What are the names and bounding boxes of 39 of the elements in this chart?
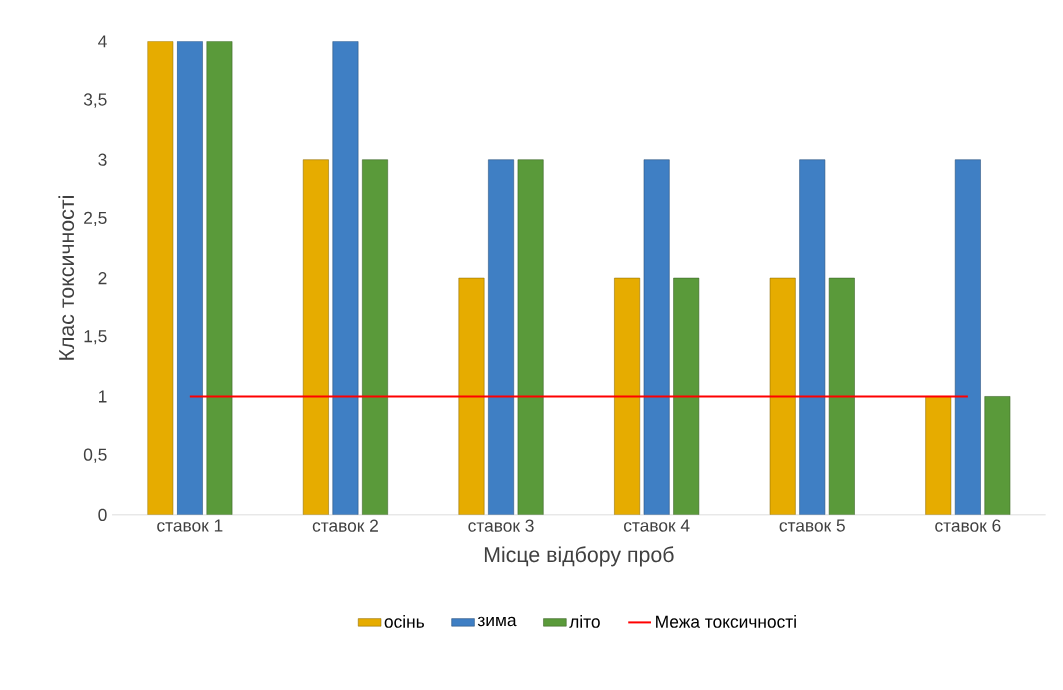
bar xyxy=(517,159,544,516)
x-axis-title: Місце відбору проб xyxy=(484,546,674,567)
x-tick-label: ставок 1 xyxy=(157,519,223,532)
x-tick-label: ставок 6 xyxy=(935,519,1001,533)
bar xyxy=(147,41,174,516)
y-tick-label: 0,5 xyxy=(83,448,107,464)
bar xyxy=(176,41,203,516)
bar xyxy=(673,278,700,516)
legend-label: осінь xyxy=(384,615,424,629)
x-tick-label: ставок 3 xyxy=(468,519,534,533)
bar xyxy=(954,159,981,516)
y-tick-label: 1,5 xyxy=(84,330,107,345)
x-tick-label: ставок 5 xyxy=(779,519,845,532)
y-tick-label: 2,5 xyxy=(84,211,107,227)
bar xyxy=(828,278,855,516)
y-tick-label: 2 xyxy=(98,272,107,285)
y-tick-label: 1 xyxy=(99,390,107,403)
y-tick-label: 3 xyxy=(98,153,107,167)
legend-label: Межа токсичності xyxy=(656,615,796,629)
x-tick-label: ставок 2 xyxy=(312,519,378,533)
bar xyxy=(925,396,952,516)
y-tick-label: 4 xyxy=(98,35,107,48)
bar xyxy=(643,159,670,516)
bar xyxy=(488,159,514,516)
bar xyxy=(458,278,485,516)
y-tick-label: 0 xyxy=(98,508,107,522)
bar xyxy=(799,159,826,516)
y-axis-title: Клас токсичності xyxy=(58,196,75,360)
bar xyxy=(769,278,796,516)
bar xyxy=(302,159,329,516)
x-tick-label: ставок 4 xyxy=(624,519,690,532)
legend-label: зима xyxy=(477,616,517,627)
bar xyxy=(984,396,1011,516)
y-tick-label: 3,5 xyxy=(83,93,107,108)
bar xyxy=(332,41,359,516)
bar xyxy=(362,159,388,516)
bar xyxy=(206,41,233,516)
legend-label: літо xyxy=(569,615,600,629)
bar xyxy=(614,278,641,516)
